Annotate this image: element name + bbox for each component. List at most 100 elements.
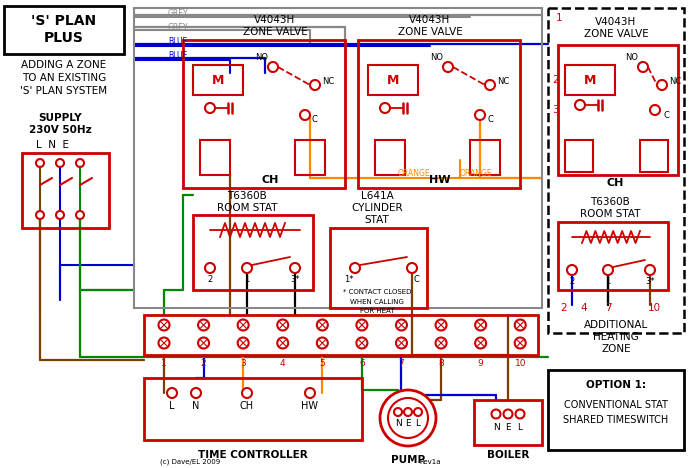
Circle shape [76, 159, 84, 167]
Text: ZONE VALVE: ZONE VALVE [397, 27, 462, 37]
Circle shape [242, 263, 252, 273]
Circle shape [394, 408, 402, 416]
Bar [193, 215, 313, 290]
Text: NC: NC [669, 78, 681, 87]
Text: M: M [584, 73, 596, 87]
Circle shape [159, 320, 170, 330]
Text: C: C [663, 110, 669, 119]
Text: GREY: GREY [168, 22, 188, 31]
Bar [4, 6, 124, 54]
Circle shape [268, 62, 278, 72]
Text: ORANGE: ORANGE [398, 168, 431, 177]
Text: N: N [193, 401, 199, 411]
Text: TIME CONTROLLER: TIME CONTROLLER [198, 450, 308, 460]
Text: C: C [413, 276, 419, 285]
Circle shape [290, 263, 300, 273]
Text: L: L [415, 419, 420, 429]
Text: 5: 5 [319, 358, 325, 367]
Text: 4: 4 [580, 303, 586, 313]
Text: CH: CH [240, 401, 254, 411]
Circle shape [638, 62, 648, 72]
Circle shape [645, 265, 655, 275]
Text: ZONE VALVE: ZONE VALVE [243, 27, 307, 37]
Text: C: C [487, 116, 493, 124]
Circle shape [388, 398, 428, 438]
Circle shape [475, 337, 486, 349]
Text: 1: 1 [556, 13, 562, 23]
Text: N: N [395, 419, 402, 429]
Text: HW: HW [302, 401, 319, 411]
Bar [558, 45, 678, 175]
Circle shape [396, 337, 407, 349]
Text: ADDITIONAL: ADDITIONAL [584, 320, 648, 330]
Circle shape [504, 410, 513, 418]
Circle shape [515, 320, 526, 330]
Bar [558, 222, 668, 290]
Text: NC: NC [322, 78, 334, 87]
Text: T6360B: T6360B [227, 191, 267, 201]
Text: 10: 10 [648, 303, 661, 313]
Text: 6: 6 [359, 358, 365, 367]
Circle shape [380, 390, 436, 446]
Text: * CONTACT CLOSED: * CONTACT CLOSED [343, 289, 411, 295]
Bar [474, 400, 542, 445]
Text: 2: 2 [552, 75, 559, 85]
Text: L641A: L641A [361, 191, 393, 201]
Text: CONVENTIONAL STAT: CONVENTIONAL STAT [564, 400, 668, 410]
Text: HW: HW [429, 175, 451, 185]
Circle shape [435, 337, 446, 349]
Text: L: L [518, 424, 522, 432]
Circle shape [404, 408, 412, 416]
Text: 'S' PLAN: 'S' PLAN [32, 14, 97, 28]
Text: FOR HEAT: FOR HEAT [359, 308, 394, 314]
Circle shape [515, 410, 524, 418]
Circle shape [407, 263, 417, 273]
Text: E: E [505, 424, 511, 432]
Text: L  N  E: L N E [35, 140, 68, 150]
Bar [565, 140, 593, 172]
Text: NC: NC [497, 78, 509, 87]
Circle shape [305, 388, 315, 398]
Text: 1: 1 [605, 278, 611, 286]
Text: ROOM STAT: ROOM STAT [580, 209, 640, 219]
Circle shape [310, 80, 320, 90]
Bar [295, 140, 325, 175]
Circle shape [237, 320, 248, 330]
Text: NO: NO [625, 52, 638, 61]
Text: M: M [212, 73, 224, 87]
Circle shape [205, 103, 215, 113]
Text: TO AN EXISTING: TO AN EXISTING [22, 73, 106, 83]
Text: 'S' PLAN SYSTEM: 'S' PLAN SYSTEM [21, 86, 108, 96]
Bar [330, 228, 427, 308]
Text: SUPPLY: SUPPLY [38, 113, 82, 123]
Text: CH: CH [262, 175, 279, 185]
Circle shape [317, 320, 328, 330]
Circle shape [485, 80, 495, 90]
Text: 3*: 3* [645, 278, 655, 286]
Circle shape [575, 100, 585, 110]
Circle shape [475, 110, 485, 120]
Text: 230V 50Hz: 230V 50Hz [28, 125, 91, 135]
Circle shape [56, 159, 64, 167]
Circle shape [242, 388, 252, 398]
Circle shape [277, 320, 288, 330]
Circle shape [435, 320, 446, 330]
Bar [358, 40, 520, 188]
Bar [640, 140, 668, 172]
Circle shape [198, 337, 209, 349]
Circle shape [159, 337, 170, 349]
Text: NO: NO [255, 52, 268, 61]
Circle shape [357, 320, 367, 330]
Circle shape [657, 80, 667, 90]
Circle shape [475, 320, 486, 330]
Bar [375, 140, 405, 175]
Text: 3*: 3* [290, 276, 300, 285]
Circle shape [56, 211, 64, 219]
Text: 8: 8 [438, 358, 444, 367]
Bar [548, 8, 684, 333]
Text: 9: 9 [477, 358, 484, 367]
Circle shape [237, 337, 248, 349]
Text: BLUE: BLUE [168, 51, 187, 60]
Text: N: N [493, 424, 500, 432]
Circle shape [198, 320, 209, 330]
